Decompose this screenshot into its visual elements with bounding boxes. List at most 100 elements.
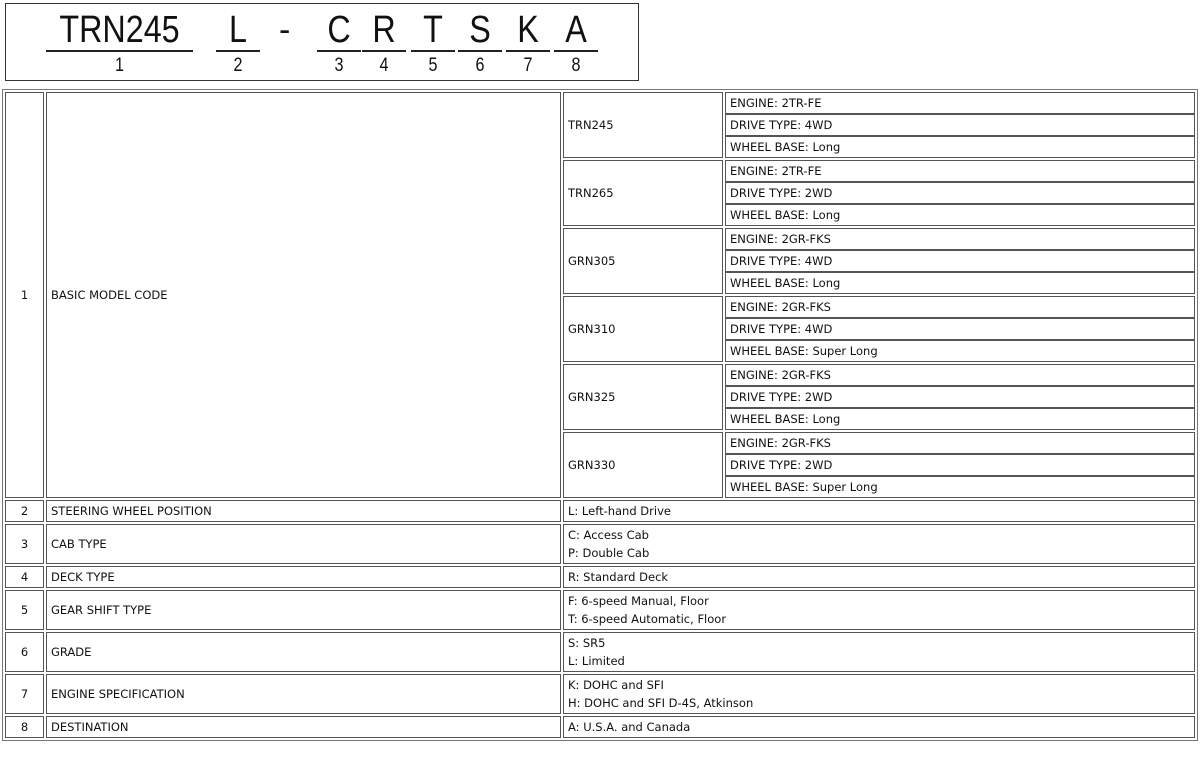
segment-number: 3: [334, 55, 344, 76]
row-label: ENGINE SPECIFICATION: [46, 674, 561, 714]
model-block: TRN265 ENGINE: 2TR-FE DRIVE TYPE: 2WD WHEEL…: [563, 160, 1195, 226]
segment-code: S: [469, 9, 491, 51]
code-values: R: Standard Deck: [563, 566, 1195, 588]
code-value: L: Left-hand Drive: [568, 504, 671, 518]
model-spec: WHEEL BASE: Long: [725, 204, 1195, 226]
segment-code: C: [327, 9, 351, 51]
model-code: GRN325: [563, 364, 723, 430]
code-value: F: 6-speed Manual, Floor: [568, 594, 709, 608]
code-value: C: Access Cab: [568, 528, 649, 542]
table-row: 4 DECK TYPE R: Standard Deck: [5, 566, 1195, 588]
segment-underline: [216, 50, 260, 52]
segment-underline: [458, 50, 502, 52]
table-row: 5 GEAR SHIFT TYPE F: 6-speed Manual, Floor…: [5, 590, 1195, 630]
segment-number: 5: [428, 55, 438, 76]
segment-code: L: [229, 9, 247, 51]
row-number: 5: [5, 590, 44, 630]
row-label: DECK TYPE: [46, 566, 561, 588]
row-number: 4: [5, 566, 44, 588]
table-row: 2 STEERING WHEEL POSITION L: Left-hand Dri…: [5, 500, 1195, 522]
segment-code: A: [565, 9, 587, 51]
row-number: 1: [5, 92, 44, 498]
model-spec: WHEEL BASE: Super Long: [725, 340, 1195, 362]
table-row: 1 BASIC MODEL CODE TRN245 ENGINE: 2TR-FE DRI…: [5, 92, 1195, 498]
segment-code: T: [423, 9, 443, 51]
row-label: CAB TYPE: [46, 524, 561, 564]
segment-number: 1: [114, 55, 124, 76]
model-block: GRN305 ENGINE: 2GR-FKS DRIVE TYPE: 4WD WHEE…: [563, 228, 1195, 294]
model-spec: DRIVE TYPE: 2WD: [725, 386, 1195, 408]
code-value: R: Standard Deck: [568, 570, 669, 584]
code-values: S: SR5 L: Limited: [563, 632, 1195, 672]
code-value: P: Double Cab: [568, 546, 650, 560]
code-value: H: DOHC and SFI D-4S, Atkinson: [568, 696, 754, 710]
model-spec: ENGINE: 2GR-FKS: [725, 364, 1195, 386]
model-code-diagram: - TRN245 1 L 2 C 3 R 4 T 5 S 6 K 7 A 8: [5, 3, 639, 81]
model-code: TRN245: [563, 92, 723, 158]
row-number: 2: [5, 500, 44, 522]
row-label: BASIC MODEL CODE: [46, 92, 561, 498]
segment-number: 4: [379, 55, 389, 76]
model-spec: WHEEL BASE: Long: [725, 136, 1195, 158]
row-label: DESTINATION: [46, 716, 561, 738]
model-code: TRN265: [563, 160, 723, 226]
code-values: A: U.S.A. and Canada: [563, 716, 1195, 738]
segment-code: R: [372, 9, 396, 51]
row-label: GRADE: [46, 632, 561, 672]
code-values: F: 6-speed Manual, Floor T: 6-speed Autom…: [563, 590, 1195, 630]
model-spec: ENGINE: 2TR-FE: [725, 92, 1195, 114]
row-label: GEAR SHIFT TYPE: [46, 590, 561, 630]
model-spec: WHEEL BASE: Long: [725, 408, 1195, 430]
model-list: TRN245 ENGINE: 2TR-FE DRIVE TYPE: 4WD WHEEL…: [563, 92, 1195, 498]
row-number: 6: [5, 632, 44, 672]
table-row: 3 CAB TYPE C: Access Cab P: Double Cab: [5, 524, 1195, 564]
segment-underline: [317, 50, 361, 52]
code-value: A: U.S.A. and Canada: [568, 720, 691, 734]
model-spec: DRIVE TYPE: 4WD: [725, 250, 1195, 272]
table-row: 7 ENGINE SPECIFICATION K: DOHC and SFI H: D…: [5, 674, 1195, 714]
table-row: 8 DESTINATION A: U.S.A. and Canada: [5, 716, 1195, 738]
model-spec: DRIVE TYPE: 4WD: [725, 318, 1195, 340]
model-spec: ENGINE: 2GR-FKS: [725, 432, 1195, 454]
model-spec: ENGINE: 2TR-FE: [725, 160, 1195, 182]
code-values: L: Left-hand Drive: [563, 500, 1195, 522]
model-spec: WHEEL BASE: Long: [725, 272, 1195, 294]
model-spec: DRIVE TYPE: 2WD: [725, 182, 1195, 204]
segment-underline: [362, 50, 406, 52]
segment-number: 7: [523, 55, 533, 76]
row-label: STEERING WHEEL POSITION: [46, 500, 561, 522]
code-segment: TRN245 1: [46, 9, 193, 77]
code-value: S: SR5: [568, 636, 606, 650]
row-number: 7: [5, 674, 44, 714]
model-block: GRN325 ENGINE: 2GR-FKS DRIVE TYPE: 2WD WHEE…: [563, 364, 1195, 430]
segment-underline: [411, 50, 455, 52]
model-block: GRN310 ENGINE: 2GR-FKS DRIVE TYPE: 4WD WHEE…: [563, 296, 1195, 362]
model-block: GRN330 ENGINE: 2GR-FKS DRIVE TYPE: 2WD WHEE…: [563, 432, 1195, 498]
segment-code: TRN245: [59, 9, 180, 51]
code-separator: -: [279, 11, 291, 49]
code-value: L: Limited: [568, 654, 625, 668]
model-code-table: 1 BASIC MODEL CODE TRN245 ENGINE: 2TR-FE DRI…: [2, 89, 1198, 741]
model-code: GRN305: [563, 228, 723, 294]
segment-number: 2: [233, 55, 243, 76]
row-number: 8: [5, 716, 44, 738]
code-values: K: DOHC and SFI H: DOHC and SFI D-4S, Atk…: [563, 674, 1195, 714]
segment-underline: [46, 50, 193, 52]
model-code: GRN310: [563, 296, 723, 362]
model-block: TRN245 ENGINE: 2TR-FE DRIVE TYPE: 4WD WHEEL…: [563, 92, 1195, 158]
table-row: 6 GRADE S: SR5 L: Limited: [5, 632, 1195, 672]
segment-underline: [554, 50, 598, 52]
code-value: K: DOHC and SFI: [568, 678, 664, 692]
model-spec: DRIVE TYPE: 2WD: [725, 454, 1195, 476]
segment-number: 8: [571, 55, 581, 76]
code-values: C: Access Cab P: Double Cab: [563, 524, 1195, 564]
code-value: T: 6-speed Automatic, Floor: [568, 612, 727, 626]
segment-underline: [506, 50, 550, 52]
model-code: GRN330: [563, 432, 723, 498]
model-spec: ENGINE: 2GR-FKS: [725, 228, 1195, 250]
